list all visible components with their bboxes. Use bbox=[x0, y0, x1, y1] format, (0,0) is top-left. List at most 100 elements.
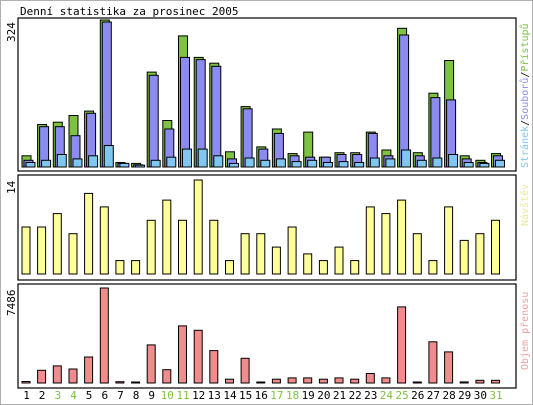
day-label: 25 bbox=[395, 389, 408, 402]
chart-title: Denní statistika za prosinec 2005 bbox=[20, 5, 239, 18]
visits-bar bbox=[68, 233, 78, 275]
volume-bar bbox=[240, 357, 250, 384]
day-label: 15 bbox=[239, 389, 252, 402]
visits-bar bbox=[287, 226, 297, 275]
visits-bar bbox=[178, 219, 187, 275]
pages-bar bbox=[463, 162, 474, 168]
visits-bar bbox=[271, 246, 281, 275]
day-label: 27 bbox=[427, 389, 440, 402]
volume-bar bbox=[178, 325, 187, 384]
visits-bar bbox=[475, 233, 485, 275]
day-label: 7 bbox=[117, 389, 124, 402]
pages-bar bbox=[275, 158, 286, 168]
hits-max-label: 324 bbox=[5, 22, 18, 42]
legend-souboru: Souborů bbox=[519, 78, 531, 120]
volume-bar bbox=[21, 381, 31, 384]
visits-bar bbox=[334, 246, 344, 275]
visits-max-label: 14 bbox=[5, 180, 18, 194]
pages-bar bbox=[401, 149, 412, 168]
volume-bar bbox=[412, 381, 422, 384]
day-label: 22 bbox=[349, 389, 362, 402]
day-label: 5 bbox=[86, 389, 93, 402]
visits-bar bbox=[115, 260, 125, 275]
visits-bar bbox=[444, 206, 454, 275]
volume-bar bbox=[303, 377, 313, 384]
day-label: 17 bbox=[270, 389, 283, 402]
volume-legend: Objem přenosu bbox=[519, 292, 531, 370]
day-label: 8 bbox=[133, 389, 140, 402]
day-label: 26 bbox=[411, 389, 424, 402]
day-label: 28 bbox=[442, 389, 455, 402]
pages-bar bbox=[307, 159, 318, 168]
day-label: 31 bbox=[489, 389, 502, 402]
visits-bar bbox=[397, 199, 407, 275]
visits-bar bbox=[318, 260, 328, 275]
volume-bar bbox=[84, 356, 94, 384]
visits-bar bbox=[209, 219, 219, 275]
pages-bar bbox=[354, 162, 365, 168]
visits-bar bbox=[256, 233, 266, 275]
volume-bar bbox=[162, 369, 172, 384]
volume-bar bbox=[193, 329, 203, 384]
volume-bar bbox=[225, 378, 234, 384]
day-label: 19 bbox=[302, 389, 315, 402]
volume-bar bbox=[381, 377, 391, 384]
day-label: 10 bbox=[161, 389, 174, 402]
visits-bar bbox=[193, 179, 203, 275]
day-label: 24 bbox=[380, 389, 394, 402]
pages-bar bbox=[166, 156, 177, 168]
visits-bars bbox=[21, 179, 500, 275]
legend-sep-1: / bbox=[520, 120, 531, 126]
visits-bar bbox=[491, 219, 500, 275]
visits-bar bbox=[84, 192, 94, 275]
volume-bar bbox=[37, 369, 47, 384]
day-label: 23 bbox=[364, 389, 377, 402]
day-label: 29 bbox=[458, 389, 471, 402]
visits-bar bbox=[240, 233, 250, 275]
files-bar bbox=[211, 65, 222, 168]
volume-bar bbox=[99, 287, 109, 384]
visits-bar bbox=[146, 219, 156, 275]
visits-bar bbox=[99, 206, 109, 275]
legend-stranek: Stránek bbox=[519, 126, 531, 168]
volume-bar bbox=[131, 381, 141, 384]
day-label: 18 bbox=[286, 389, 299, 402]
pages-bar bbox=[322, 162, 333, 168]
visits-bar bbox=[428, 260, 438, 275]
volume-bar bbox=[115, 381, 125, 384]
visits-bar bbox=[37, 226, 47, 275]
day-label: 14 bbox=[223, 389, 237, 402]
hits-bars bbox=[21, 19, 505, 168]
volume-bar bbox=[256, 381, 266, 384]
volume-bar bbox=[209, 350, 219, 384]
visits-bar bbox=[350, 260, 360, 275]
visits-bar bbox=[365, 206, 375, 275]
pages-bar bbox=[25, 162, 36, 168]
pages-bar bbox=[119, 162, 130, 168]
visits-bar bbox=[52, 213, 62, 275]
pages-bar bbox=[448, 154, 459, 168]
day-label: 13 bbox=[208, 389, 221, 402]
volume-max-label: 7486 bbox=[5, 290, 18, 317]
volume-bar bbox=[397, 306, 407, 384]
pages-bar bbox=[495, 159, 505, 168]
volume-bar bbox=[271, 378, 281, 384]
volume-bar bbox=[318, 378, 328, 384]
pages-bar bbox=[338, 161, 349, 168]
volume-bar bbox=[52, 365, 62, 384]
pages-bar bbox=[103, 145, 114, 168]
legend-sep-2: / bbox=[520, 72, 531, 78]
pages-bar bbox=[88, 155, 99, 168]
visits-bar bbox=[131, 260, 141, 275]
pages-bar bbox=[213, 155, 224, 168]
pages-bar bbox=[479, 162, 490, 168]
volume-bar bbox=[475, 379, 485, 384]
day-label: 6 bbox=[101, 389, 108, 402]
pages-bar bbox=[197, 148, 208, 168]
volume-bar bbox=[365, 373, 375, 384]
volume-bar bbox=[350, 378, 360, 384]
pages-bar bbox=[56, 154, 67, 168]
volume-bar bbox=[334, 377, 344, 384]
visits-bar bbox=[459, 239, 469, 275]
